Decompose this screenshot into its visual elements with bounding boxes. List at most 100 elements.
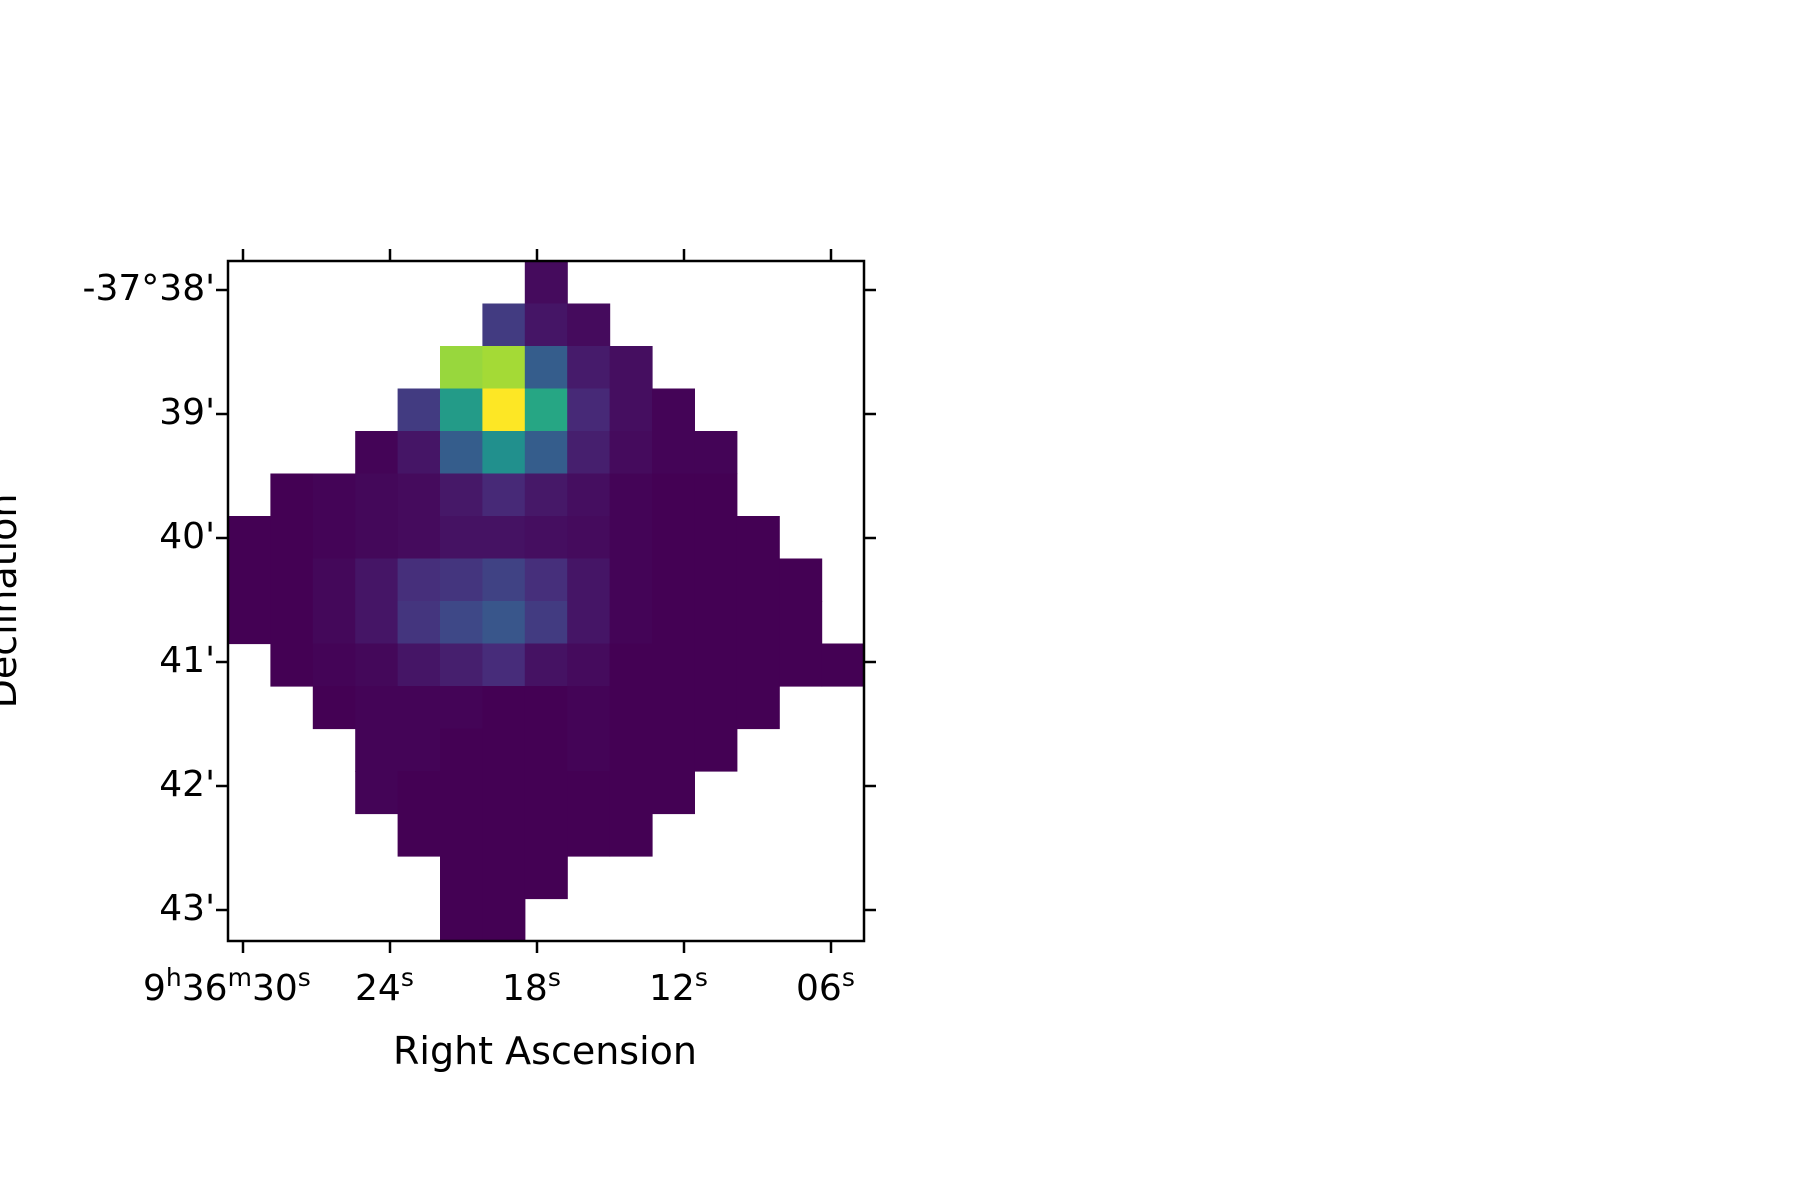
heatmap-cell bbox=[694, 558, 738, 602]
heatmap-cell bbox=[440, 813, 483, 857]
heatmap-cell bbox=[779, 643, 823, 687]
heatmap-cell bbox=[524, 473, 568, 517]
heatmap-cell bbox=[228, 558, 271, 602]
heatmap-cell bbox=[524, 431, 568, 475]
heatmap-cell bbox=[652, 643, 695, 687]
heatmap-cell bbox=[228, 601, 271, 645]
heatmap-cell bbox=[567, 516, 611, 560]
y-tick-label: 39' bbox=[159, 392, 215, 433]
heatmap-cell bbox=[312, 516, 356, 560]
heatmap-cell bbox=[270, 558, 314, 602]
heatmap-cell bbox=[270, 473, 314, 517]
heatmap-cell bbox=[567, 388, 611, 432]
heatmap-cell bbox=[609, 431, 653, 475]
heatmap-cell bbox=[482, 771, 526, 815]
heatmap-cell bbox=[609, 728, 653, 772]
heatmap-cell bbox=[736, 601, 780, 645]
heatmap-cell bbox=[567, 813, 611, 857]
axis-ticks bbox=[216, 249, 876, 953]
heatmap-cell bbox=[652, 473, 695, 517]
heatmap-cell bbox=[397, 813, 441, 857]
heatmap-cell bbox=[524, 303, 568, 347]
heatmap-cell bbox=[440, 771, 483, 815]
heatmap-cell bbox=[482, 558, 526, 602]
heatmap-cell bbox=[736, 643, 780, 687]
heatmap-cell bbox=[524, 771, 568, 815]
y-axis-label: Declination bbox=[0, 494, 25, 709]
heatmap-cell bbox=[312, 558, 356, 602]
heatmap-cell bbox=[567, 601, 611, 645]
heatmap-cell bbox=[567, 346, 611, 390]
heatmap-cell bbox=[355, 516, 399, 560]
heatmap-cell bbox=[482, 728, 526, 772]
heatmap-cell bbox=[694, 516, 738, 560]
y-tick-label: 43' bbox=[159, 888, 215, 929]
x-axis-label: Right Ascension bbox=[393, 1029, 697, 1073]
heatmap-cell bbox=[440, 431, 483, 475]
heatmap-cell bbox=[397, 388, 441, 432]
heatmap-cell bbox=[312, 473, 356, 517]
heatmap-cell bbox=[652, 771, 695, 815]
heatmap-cell bbox=[440, 388, 483, 432]
heatmap-cell bbox=[482, 388, 526, 432]
heatmap-cell bbox=[694, 431, 738, 475]
heatmap-cell bbox=[524, 346, 568, 390]
heatmap-cell bbox=[397, 431, 441, 475]
heatmap-cell bbox=[397, 686, 441, 730]
heatmap-cell bbox=[482, 686, 526, 730]
heatmap-cell bbox=[652, 431, 695, 475]
heatmap-cell bbox=[355, 686, 399, 730]
heatmap-cell bbox=[397, 728, 441, 772]
heatmap-cell bbox=[440, 898, 483, 942]
x-tick-label: 12s bbox=[649, 963, 708, 1009]
heatmap-cell bbox=[609, 643, 653, 687]
heatmap-cell bbox=[482, 431, 526, 475]
heatmap-cell bbox=[482, 601, 526, 645]
heatmap-cell bbox=[524, 728, 568, 772]
heatmap-cell bbox=[694, 686, 738, 730]
heatmap-cell bbox=[524, 813, 568, 857]
heatmap-cell bbox=[609, 516, 653, 560]
heatmap-cell bbox=[524, 261, 568, 305]
heatmap-cell bbox=[524, 601, 568, 645]
heatmap-cell bbox=[779, 558, 823, 602]
heatmap-cell bbox=[567, 686, 611, 730]
heatmap-cell bbox=[609, 558, 653, 602]
heatmap-cell bbox=[567, 431, 611, 475]
heatmap-cell bbox=[440, 558, 483, 602]
heatmap-cell bbox=[736, 686, 780, 730]
heatmap-cell bbox=[567, 473, 611, 517]
heatmap-cell bbox=[440, 856, 483, 900]
x-tick-label: 9h36m30s bbox=[143, 963, 311, 1009]
heatmap-cell bbox=[609, 346, 653, 390]
y-tick-label: 41' bbox=[159, 640, 215, 681]
heatmap-cell bbox=[524, 558, 568, 602]
heatmap-cell bbox=[312, 601, 356, 645]
heatmap-cell bbox=[652, 686, 695, 730]
heatmap-cell bbox=[694, 601, 738, 645]
heatmap-cell bbox=[821, 643, 865, 687]
x-tick-label: 18s bbox=[502, 963, 561, 1009]
heatmap-cell bbox=[524, 388, 568, 432]
heatmap-cell bbox=[440, 728, 483, 772]
heatmap-cell bbox=[567, 303, 611, 347]
heatmap-cell bbox=[779, 601, 823, 645]
heatmap-cell bbox=[524, 516, 568, 560]
heatmap-cell bbox=[440, 686, 483, 730]
y-tick-label: -37°38' bbox=[82, 268, 215, 309]
heatmap-cell bbox=[652, 728, 695, 772]
heatmap-cell bbox=[567, 728, 611, 772]
heatmap-cell bbox=[609, 473, 653, 517]
heatmap-cell bbox=[228, 516, 271, 560]
heatmap-cell bbox=[482, 473, 526, 517]
heatmap-cell bbox=[652, 388, 695, 432]
x-tick-label: 06s bbox=[796, 963, 855, 1009]
heatmap-cell bbox=[440, 516, 483, 560]
heatmap-cell bbox=[524, 686, 568, 730]
plot-frame bbox=[226, 259, 866, 943]
heatmap-cell bbox=[355, 601, 399, 645]
heatmap-cell bbox=[270, 516, 314, 560]
heatmap-cell bbox=[482, 346, 526, 390]
heatmap-cell bbox=[355, 643, 399, 687]
